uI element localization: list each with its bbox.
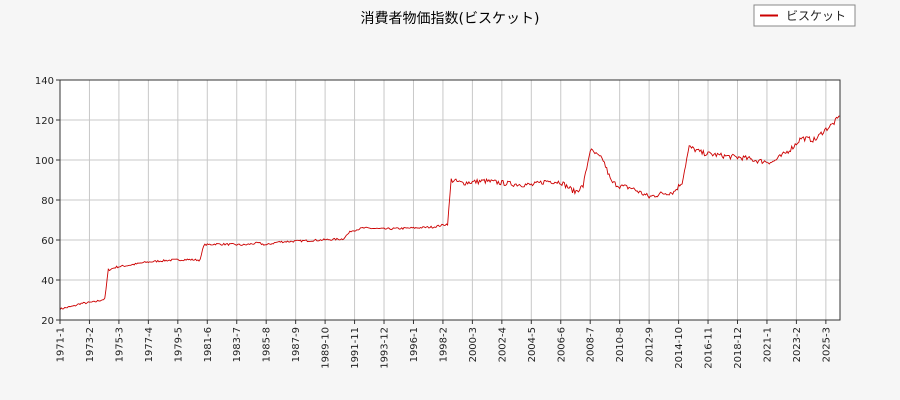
- y-tick-label: 100: [35, 156, 54, 167]
- series-line: [59, 115, 841, 311]
- x-tick-label: 2006-6: [556, 327, 567, 362]
- legend-box: [753, 4, 856, 27]
- chart-title: 消費者物価指数(ビスケット): [361, 11, 540, 27]
- x-tick-label: 1973-2: [85, 327, 96, 362]
- y-tick-label: 140: [35, 76, 54, 87]
- x-tick-label: 1981-6: [203, 327, 214, 362]
- y-tick-label: 120: [35, 116, 54, 127]
- x-tick-label: 1985-8: [262, 327, 273, 362]
- legend: ビスケット: [753, 4, 856, 27]
- x-tick-label: 2023-2: [792, 327, 803, 362]
- x-tick-label: 2014-10: [674, 327, 685, 369]
- x-tick-label: 2010-8: [615, 327, 626, 362]
- x-tick-label: 1975-3: [114, 327, 125, 362]
- x-tick-label: 2012-9: [645, 327, 656, 362]
- legend-label: ビスケット: [786, 9, 846, 23]
- y-tick-label: 40: [41, 276, 54, 287]
- y-tick-label: 60: [41, 236, 54, 247]
- x-axis: 1971-1 1973-2 1975-3 1977-4 1979-5 1981-6 1983…: [56, 320, 832, 369]
- x-tick-label: 2000-3: [468, 327, 479, 362]
- x-tick-label: 2018-12: [733, 327, 744, 369]
- x-tick-label: 1983-7: [232, 327, 243, 362]
- x-tick-label: 2004-5: [527, 327, 538, 362]
- x-tick-label: 1991-11: [350, 327, 361, 369]
- x-tick-label: 2008-7: [586, 327, 597, 362]
- plot-frame: [59, 79, 841, 321]
- x-tick-label: 1993-12: [380, 327, 391, 369]
- x-tick-label: 1998-2: [438, 327, 449, 362]
- y-axis: 20 40 60 80 100 120 140: [35, 76, 60, 327]
- x-tick-label: 2021-1: [762, 327, 773, 362]
- x-tick-label: 1979-5: [173, 327, 184, 362]
- x-tick-label: 1971-1: [56, 327, 67, 362]
- x-tick-label: 1989-10: [321, 327, 332, 369]
- y-tick-label: 20: [41, 316, 54, 327]
- y-tick-label: 80: [41, 196, 54, 207]
- x-tick-label: 2025-3: [821, 327, 832, 362]
- x-tick-label: 2002-4: [497, 327, 508, 362]
- x-tick-label: 1996-1: [409, 327, 420, 362]
- x-tick-label: 2016-11: [704, 327, 715, 369]
- x-tick-label: 1987-9: [291, 327, 302, 362]
- x-tick-label: 1977-4: [144, 327, 155, 362]
- series-layer: [59, 115, 841, 311]
